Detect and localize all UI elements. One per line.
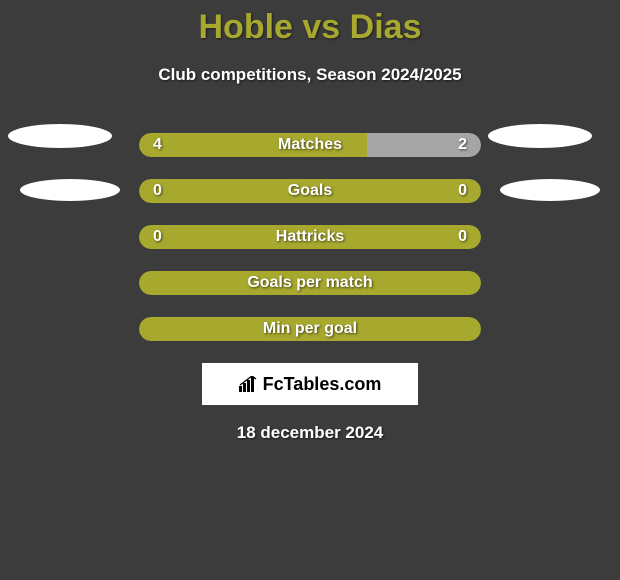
row-label: Matches [278,133,342,157]
decorative-ellipse [8,124,112,148]
row-label: Goals per match [247,271,372,295]
logo: FcTables.com [239,374,382,395]
row-label: Min per goal [263,317,357,341]
logo-box: FcTables.com [202,363,418,405]
decorative-ellipse [500,179,600,201]
bar-chart-icon [239,376,259,392]
row-label: Hattricks [276,225,344,249]
row-label: Goals [288,179,332,203]
value-right: 2 [458,133,467,157]
value-right: 0 [458,179,467,203]
stat-row: Min per goal [0,317,620,341]
logo-text: FcTables.com [263,374,382,395]
decorative-ellipse [488,124,592,148]
value-left: 0 [153,225,162,249]
value-left: 4 [153,133,162,157]
stat-rows: 4 2 Matches 0 0 Goals 0 0 Hattricks Goals per mat… [0,133,620,341]
value-right: 0 [458,225,467,249]
date-label: 18 december 2024 [0,423,620,443]
subtitle: Club competitions, Season 2024/2025 [0,65,620,85]
decorative-ellipse [20,179,120,201]
page-title: Hoble vs Dias [0,0,620,47]
value-left: 0 [153,179,162,203]
stat-row: 0 0 Hattricks [0,225,620,249]
stat-row: Goals per match [0,271,620,295]
